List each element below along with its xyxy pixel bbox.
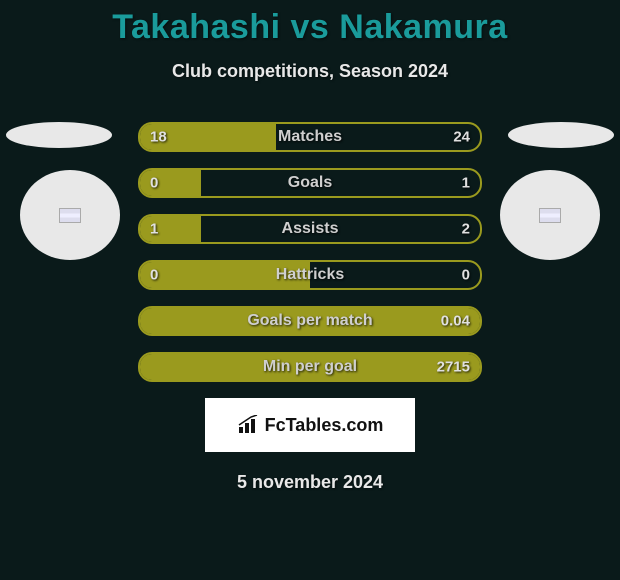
logo-text: FcTables.com	[265, 415, 384, 436]
stat-label: Assists	[282, 220, 339, 238]
subtitle: Club competitions, Season 2024	[0, 61, 620, 82]
stat-row: 18 Matches 24	[138, 122, 482, 152]
stat-label: Min per goal	[263, 358, 357, 376]
flag-icon	[539, 208, 561, 223]
stat-row: 1 Assists 2	[138, 214, 482, 244]
stat-label: Goals	[288, 174, 332, 192]
flag-icon	[59, 208, 81, 223]
stat-value-left: 0	[150, 175, 158, 192]
stat-row: 0 Hattricks 0	[138, 260, 482, 290]
stat-value-right: 0	[462, 267, 470, 284]
stat-value-left: 18	[150, 129, 167, 146]
stat-row: Goals per match 0.04	[138, 306, 482, 336]
player-left-banner	[6, 122, 112, 148]
stat-value-right: 24	[453, 129, 470, 146]
stat-value-left: 1	[150, 221, 158, 238]
stat-value-right: 2	[462, 221, 470, 238]
stat-value-right: 0.04	[441, 313, 470, 330]
page-title: Takahashi vs Nakamura	[0, 0, 620, 47]
stat-row: Min per goal 2715	[138, 352, 482, 382]
player-right-banner	[508, 122, 614, 148]
source-logo: FcTables.com	[205, 398, 415, 452]
stats-area: 18 Matches 24 0 Goals 1 1 Assists 2 0 Hattricks 0 Go…	[0, 122, 620, 382]
date: 5 november 2024	[0, 472, 620, 493]
stat-bars: 18 Matches 24 0 Goals 1 1 Assists 2 0 Hattricks 0 Go…	[138, 122, 482, 382]
stat-row: 0 Goals 1	[138, 168, 482, 198]
stat-value-right: 2715	[437, 359, 470, 376]
player-left-avatar	[20, 170, 120, 260]
stat-label: Goals per match	[247, 312, 372, 330]
stat-label: Matches	[278, 128, 342, 146]
stat-label: Hattricks	[276, 266, 344, 284]
stat-value-left: 0	[150, 267, 158, 284]
chart-icon	[237, 415, 261, 435]
stat-value-right: 1	[462, 175, 470, 192]
player-right-avatar	[500, 170, 600, 260]
